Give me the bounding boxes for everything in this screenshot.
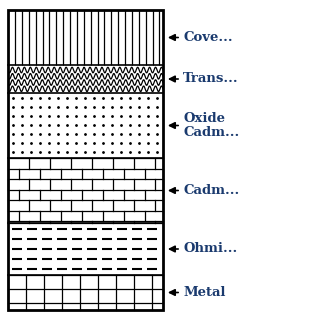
- Bar: [8, 223, 163, 275]
- Text: Cove...: Cove...: [183, 31, 233, 44]
- Bar: [8, 10, 163, 65]
- Bar: [8, 275, 163, 310]
- Bar: [8, 93, 163, 158]
- Text: Ohmi...: Ohmi...: [183, 243, 237, 255]
- Bar: [8, 10, 163, 310]
- Bar: [8, 158, 163, 223]
- Text: Trans...: Trans...: [183, 73, 239, 85]
- Text: Oxide
Cadm...: Oxide Cadm...: [183, 111, 239, 140]
- Bar: [8, 65, 163, 93]
- Text: Cadm...: Cadm...: [183, 184, 239, 197]
- Text: Metal: Metal: [183, 286, 226, 299]
